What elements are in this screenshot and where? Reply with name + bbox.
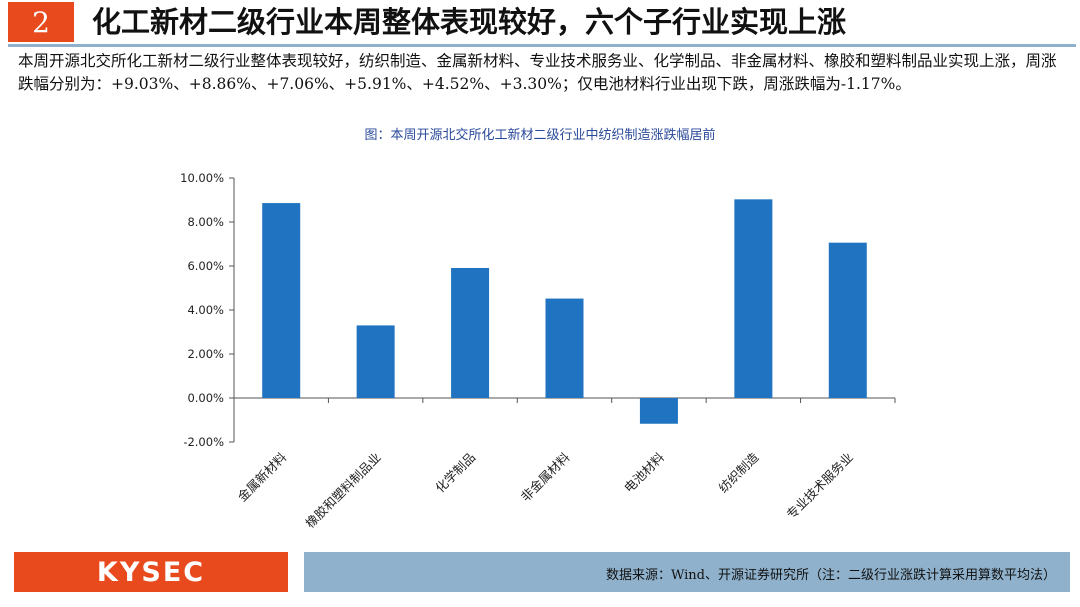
y-tick-label: -2.00% bbox=[183, 435, 224, 449]
x-category-label: 橡胶和塑料制品业 bbox=[302, 450, 383, 531]
x-category-label: 非金属材料 bbox=[518, 449, 573, 504]
header-divider bbox=[8, 44, 1076, 47]
page-title: 化工新材二级行业本周整体表现较好，六个子行业实现上涨 bbox=[92, 5, 847, 39]
bar-1 bbox=[262, 203, 301, 398]
bar-5 bbox=[639, 398, 678, 424]
summary-text: 本周开源北交所化工新材二级行业整体表现较好，纺织制造、金属新材料、专业技术服务业… bbox=[18, 52, 1057, 93]
x-category-label: 电池材料 bbox=[621, 449, 667, 495]
y-tick-label: 8.00% bbox=[187, 215, 224, 229]
bar-3 bbox=[451, 267, 490, 398]
kysec-logo: KYSEC bbox=[14, 552, 288, 592]
x-category-label: 纺织制造 bbox=[716, 449, 762, 495]
y-tick-label: 10.00% bbox=[180, 171, 224, 185]
bar-2 bbox=[356, 325, 395, 398]
x-category-label: 金属新材料 bbox=[235, 449, 290, 504]
x-category-label: 专业技术服务业 bbox=[783, 450, 855, 522]
data-source-note: 数据来源：Wind、开源证券研究所（注：二级行业涨跌计算采用算数平均法） bbox=[606, 568, 1056, 583]
x-category-label: 化学制品 bbox=[432, 450, 478, 496]
y-tick-label: 2.00% bbox=[187, 347, 224, 361]
footer-bar: 数据来源：Wind、开源证券研究所（注：二级行业涨跌计算采用算数平均法） bbox=[304, 552, 1070, 592]
section-number: 2 bbox=[8, 2, 74, 42]
y-tick-label: 4.00% bbox=[187, 303, 224, 317]
logo-text: KYSEC bbox=[96, 556, 206, 588]
bar-6 bbox=[734, 199, 773, 398]
bar-7 bbox=[828, 242, 867, 398]
chart-title: 图：本周开源北交所化工新材二级行业中纺织制造涨跌幅居前 bbox=[364, 128, 716, 143]
header: 2 化工新材二级行业本周整体表现较好，六个子行业实现上涨 bbox=[0, 0, 1080, 47]
bar-4 bbox=[545, 298, 584, 398]
y-tick-label: 6.00% bbox=[187, 259, 224, 273]
y-tick-label: 0.00% bbox=[187, 391, 224, 405]
